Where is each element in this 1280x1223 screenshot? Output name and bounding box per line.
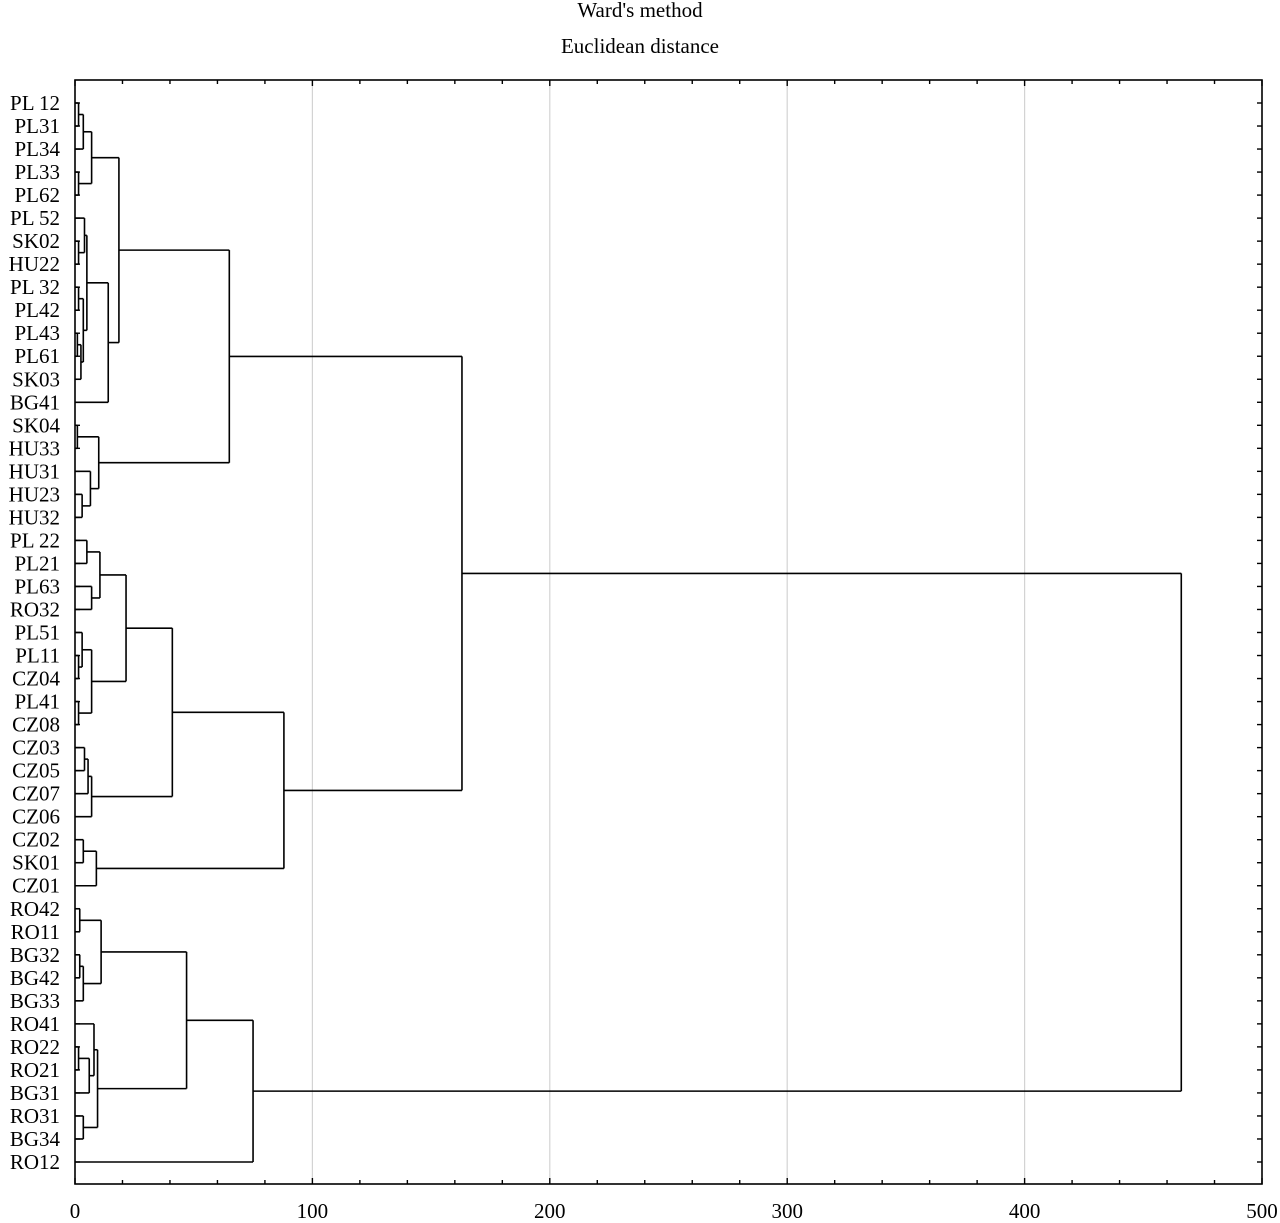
leaf-label: PL42 (14, 298, 60, 322)
leaf-label: BG34 (10, 1127, 61, 1151)
leaf-label: RO21 (10, 1058, 60, 1082)
x-tick-label: 300 (771, 1199, 803, 1223)
leaf-label: RO42 (10, 897, 60, 921)
leaf-label: BG31 (10, 1081, 60, 1105)
leaf-label: CZ06 (12, 805, 60, 829)
leaf-label: RO11 (11, 920, 60, 944)
leaf-label: CZ01 (12, 874, 60, 898)
leaf-label: SK04 (12, 413, 60, 437)
leaf-label: HU32 (9, 505, 60, 529)
leaf-label: PL51 (14, 621, 60, 645)
leaf-label: PL31 (14, 114, 60, 138)
leaf-label: PL41 (14, 690, 60, 714)
leaf-label: PL63 (14, 574, 60, 598)
leaf-label: RO22 (10, 1035, 60, 1059)
chart-title: Ward's method (577, 0, 703, 22)
leaf-label: SK02 (12, 229, 60, 253)
x-axis-tick-labels: 0 100 200 300 400 500 (70, 1199, 1278, 1223)
x-tick-label: 500 (1246, 1199, 1278, 1223)
leaf-label: SK01 (12, 851, 60, 875)
axis-ticks (74, 80, 1263, 1184)
leaf-label: HU31 (9, 459, 60, 483)
dendrogram-tree (75, 102, 1183, 1163)
chart-subtitle: Euclidean distance (560, 34, 719, 58)
leaf-label: RO32 (10, 597, 60, 621)
leaf-label: BG32 (10, 943, 60, 967)
leaf-label: HU22 (9, 252, 60, 276)
leaf-label: PL33 (14, 160, 60, 184)
leaf-label: PL11 (15, 644, 60, 668)
leaf-label: PL34 (14, 137, 60, 161)
leaf-label: SK03 (12, 367, 60, 391)
leaf-label: CZ03 (12, 736, 60, 760)
leaf-label: PL43 (14, 321, 60, 345)
leaf-label: PL21 (14, 551, 60, 575)
leaf-label: PL 32 (10, 275, 60, 299)
leaf-label: CZ05 (12, 759, 60, 783)
leaf-label: BG42 (10, 966, 60, 990)
leaf-label: CZ07 (12, 782, 60, 806)
grid-lines (311, 80, 1026, 1184)
x-tick-label: 0 (70, 1199, 81, 1223)
leaf-label: PL62 (14, 183, 60, 207)
leaf-label: RO12 (10, 1150, 60, 1174)
x-tick-label: 200 (534, 1199, 566, 1223)
leaf-label: PL 52 (10, 206, 60, 230)
x-tick-label: 100 (297, 1199, 329, 1223)
leaf-label: BG41 (10, 390, 60, 414)
leaf-label: PL61 (14, 344, 60, 368)
leaf-label: RO31 (10, 1104, 60, 1128)
leaf-label: RO41 (10, 1012, 60, 1036)
leaf-label: PL 22 (10, 528, 60, 552)
leaf-label: CZ08 (12, 713, 60, 737)
plot-frame (74, 79, 1263, 1185)
leaf-label: PL 12 (10, 91, 60, 115)
leaf-label: CZ04 (12, 667, 60, 691)
leaf-label: CZ02 (12, 828, 60, 852)
leaf-label: HU23 (9, 482, 60, 506)
x-tick-label: 400 (1009, 1199, 1041, 1223)
leaf-label: HU33 (9, 436, 60, 460)
leaf-label: BG33 (10, 989, 60, 1013)
